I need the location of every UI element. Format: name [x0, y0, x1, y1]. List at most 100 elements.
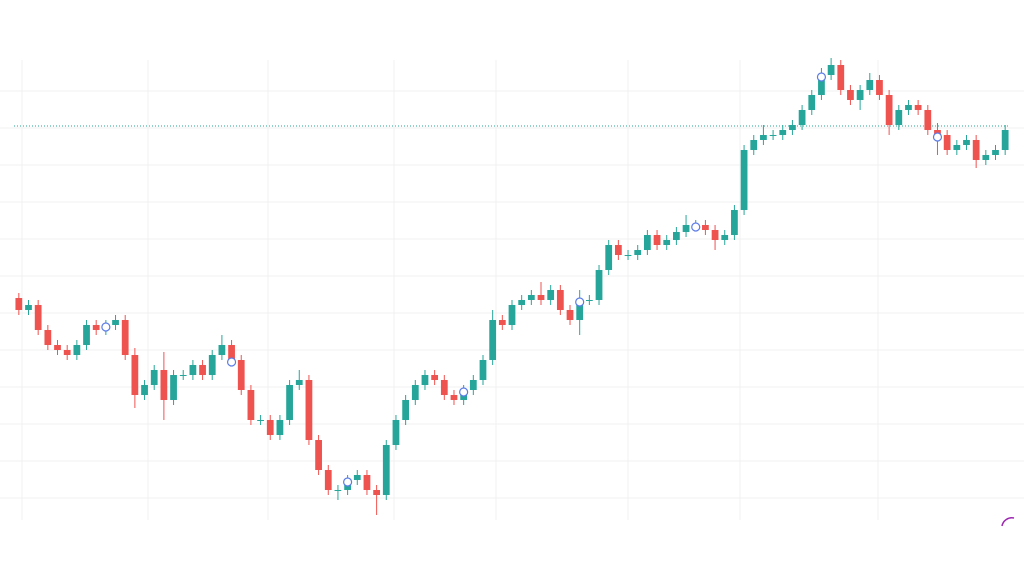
- candle-body: [924, 110, 932, 130]
- candle-body: [634, 250, 642, 255]
- candle-body: [837, 65, 845, 90]
- candle-body: [605, 245, 613, 270]
- candle-body: [150, 370, 158, 385]
- candle-body: [257, 420, 264, 421]
- candle-body: [566, 310, 574, 320]
- candle-body: [527, 295, 535, 300]
- candle-body: [54, 345, 61, 350]
- candle-body: [643, 235, 651, 250]
- event-marker: [101, 322, 111, 332]
- event-marker: [816, 72, 827, 82]
- candle-body: [450, 395, 458, 400]
- candle-body: [402, 400, 410, 420]
- candle-body: [63, 350, 71, 355]
- candle-body: [218, 345, 226, 355]
- event-marker: [932, 132, 943, 142]
- candle-body: [489, 320, 497, 360]
- candle-body: [673, 232, 680, 240]
- candle-body: [866, 80, 874, 90]
- candle-body: [905, 105, 912, 110]
- candle-body: [537, 295, 545, 300]
- candle-body: [237, 360, 245, 390]
- candle-body: [276, 420, 284, 435]
- event-marker: [459, 387, 469, 397]
- candle-body: [179, 375, 187, 376]
- candle-body: [334, 490, 342, 491]
- candle-body: [518, 300, 526, 305]
- candle-body: [1001, 130, 1009, 150]
- candle-body: [711, 230, 719, 240]
- candle-body: [963, 140, 970, 145]
- candle-body: [286, 385, 293, 420]
- candle-body: [789, 125, 796, 130]
- grid: [0, 60, 1024, 520]
- candle-body: [479, 360, 487, 380]
- candle-body: [556, 290, 564, 310]
- candle-body: [614, 245, 622, 255]
- candle-body: [411, 385, 419, 400]
- candle-body: [808, 95, 816, 110]
- candle-body: [228, 345, 235, 360]
- candle-body: [315, 440, 322, 470]
- candle-body: [160, 370, 168, 400]
- candle-body: [953, 145, 961, 150]
- candle-body: [73, 345, 81, 355]
- candle-body: [760, 135, 767, 140]
- candle-body: [547, 290, 555, 300]
- candle-body: [373, 490, 381, 495]
- candle-body: [121, 320, 129, 355]
- candle-body: [595, 270, 603, 300]
- candle-body: [266, 420, 274, 435]
- candle-body: [44, 330, 52, 345]
- candle-body: [972, 140, 980, 160]
- candle-body: [663, 240, 671, 245]
- candle-body: [856, 90, 864, 100]
- candle-body: [440, 380, 448, 395]
- candle-body: [112, 320, 119, 325]
- candle-body: [721, 235, 729, 240]
- candle-body: [876, 80, 883, 95]
- candle-body: [353, 475, 361, 480]
- candle-body: [682, 225, 690, 232]
- candle-body: [305, 380, 313, 440]
- corner-icon: [1001, 517, 1015, 527]
- candle-body: [199, 365, 206, 375]
- candle-body: [392, 420, 400, 445]
- event-marker: [343, 477, 353, 487]
- candle-body: [34, 305, 42, 330]
- candle-body: [827, 65, 835, 75]
- candle-body: [498, 320, 506, 325]
- candle-body: [208, 355, 216, 375]
- candle-body: [576, 300, 584, 320]
- candle-body: [324, 470, 332, 490]
- candle-body: [798, 110, 806, 125]
- candle-body: [131, 355, 139, 395]
- event-marker: [575, 297, 585, 307]
- event-marker: [691, 222, 701, 232]
- candle-body: [847, 90, 854, 100]
- event-marker: [226, 357, 237, 367]
- candle-body: [170, 375, 177, 400]
- candle-body: [382, 445, 390, 495]
- candle-body: [769, 135, 777, 136]
- candle-body: [818, 75, 825, 95]
- candle-body: [508, 305, 516, 325]
- candle-body: [141, 385, 148, 395]
- candle-body: [779, 130, 787, 135]
- candle-body: [83, 325, 90, 345]
- candle-body: [982, 155, 990, 160]
- candle-body: [895, 110, 903, 125]
- candle-body: [189, 365, 197, 375]
- candle-body: [750, 140, 758, 150]
- candle-body: [992, 150, 999, 155]
- candle-body: [914, 105, 922, 110]
- candle-body: [15, 298, 23, 310]
- candle-body: [431, 375, 439, 380]
- candle-body: [731, 210, 738, 235]
- candle-body: [702, 225, 709, 230]
- candle-body: [295, 380, 303, 385]
- candle-body: [885, 95, 893, 125]
- candle-body: [363, 475, 371, 490]
